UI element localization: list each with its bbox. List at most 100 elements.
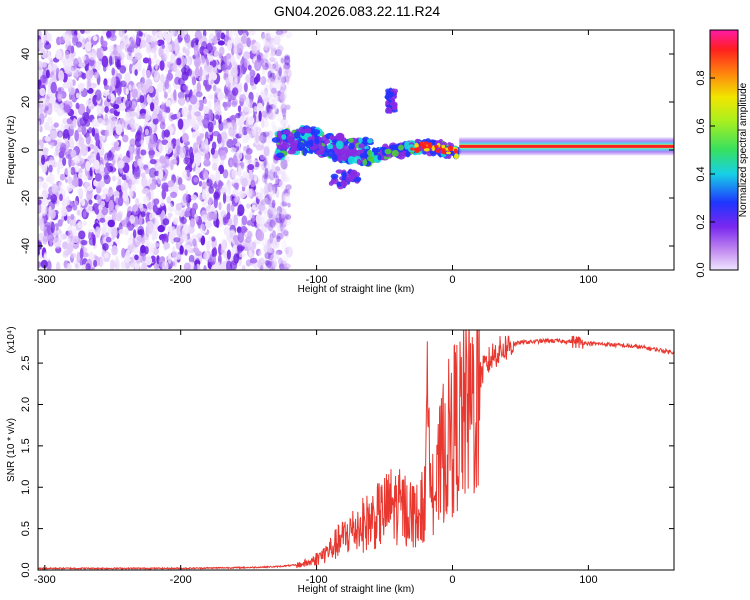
noise-blob [141, 74, 146, 86]
noise-blob [222, 169, 229, 179]
band-peak [441, 144, 446, 149]
spectrogram-ytick-label: 40 [20, 48, 32, 60]
noise-blob [267, 183, 272, 190]
noise-blob [38, 212, 43, 219]
noise-blob [226, 53, 232, 60]
band-blob [311, 129, 321, 136]
noise-blob [38, 119, 41, 132]
noise-blob [160, 198, 165, 207]
noise-blob [145, 38, 151, 44]
noise-blob [201, 181, 207, 190]
noise-blob [184, 33, 191, 44]
noise-blob [111, 245, 118, 256]
noise-blob [47, 86, 52, 98]
noise-blob [110, 31, 115, 38]
noise-blob [144, 128, 150, 136]
noise-blob [114, 238, 121, 245]
noise-blob [231, 87, 239, 96]
noise-blob [269, 51, 276, 57]
noise-blob [270, 218, 278, 229]
noise-blob [265, 93, 273, 99]
band-blob [367, 138, 373, 144]
band-blob [328, 135, 336, 141]
noise-blob [189, 218, 196, 228]
noise-blob [184, 55, 192, 66]
noise-blob [276, 231, 281, 242]
noise-blob [142, 187, 150, 195]
band-blob [276, 130, 283, 140]
band-peak [431, 145, 436, 152]
spectrogram-ytick-label: -40 [20, 238, 32, 254]
noise-blob [215, 170, 221, 182]
noise-blob [54, 237, 62, 249]
snr-ytick-label: 0.5 [20, 521, 32, 536]
noise-blob [69, 136, 74, 147]
noise-blob [79, 117, 87, 127]
noise-blob [186, 96, 190, 107]
band-blob [339, 135, 344, 142]
noise-blob [211, 162, 218, 171]
band-peak [410, 147, 414, 151]
noise-blob [42, 238, 48, 245]
noise-blob [262, 131, 270, 137]
noise-blob [186, 244, 191, 251]
noise-blob [44, 121, 50, 131]
noise-blob [146, 69, 151, 79]
noise-blob [258, 154, 266, 162]
noise-blob [275, 170, 280, 179]
noise-blob [203, 169, 209, 177]
noise-blob [283, 192, 291, 204]
noise-blob [73, 200, 79, 206]
noise-blob [248, 30, 256, 36]
noise-blob [231, 119, 236, 128]
noise-blob [274, 235, 278, 247]
noise-blob [148, 201, 152, 212]
band-blob [271, 137, 281, 143]
noise-blob [218, 164, 225, 175]
noise-blob [148, 167, 157, 179]
noise-blob [151, 176, 157, 184]
noise-blob [121, 247, 126, 258]
noise-blob [182, 193, 189, 204]
noise-blob [193, 152, 202, 165]
noise-blob [80, 239, 88, 246]
noise-blob [259, 256, 268, 264]
noise-blob [127, 221, 132, 227]
noise-blob [262, 147, 271, 160]
noise-blob [228, 127, 235, 137]
noise-blob [85, 41, 92, 52]
noise-blob [130, 256, 135, 268]
noise-blob [280, 208, 287, 219]
snr-series-line [38, 330, 674, 570]
noise-blob [266, 101, 270, 113]
noise-blob [152, 223, 158, 233]
noise-blob [54, 161, 60, 167]
snr-ytick-label: 2.5 [20, 355, 32, 370]
noise-blob [204, 138, 209, 150]
noise-blob [101, 226, 107, 236]
noise-blob [278, 95, 284, 102]
noise-blob [144, 246, 149, 255]
noise-blob [168, 202, 173, 213]
noise-blob [246, 203, 251, 209]
noise-blob [277, 45, 284, 53]
noise-blob [273, 58, 278, 64]
noise-blob [124, 72, 131, 83]
noise-blob [117, 159, 125, 169]
noise-blob [264, 259, 270, 266]
noise-blob [68, 86, 76, 96]
noise-blob [226, 260, 233, 270]
noise-blob [101, 55, 109, 68]
noise-blob [112, 103, 120, 110]
noise-blob [64, 166, 72, 176]
band-peak [413, 147, 419, 152]
noise-blob [267, 77, 275, 88]
noise-blob [85, 132, 91, 145]
band-blob [282, 140, 287, 149]
noise-blob [99, 163, 104, 173]
noise-blob [244, 153, 252, 160]
noise-blob [240, 226, 248, 233]
noise-blob [152, 107, 158, 120]
noise-blob [167, 180, 175, 188]
noise-blob [157, 82, 164, 93]
